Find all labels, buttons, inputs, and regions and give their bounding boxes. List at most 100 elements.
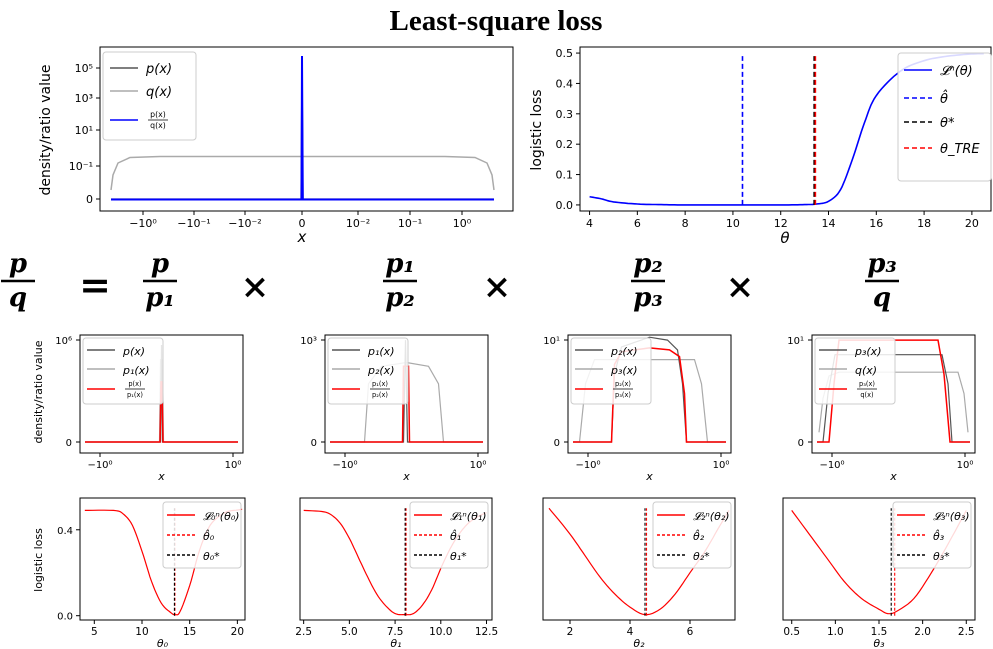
- frac-term-2: p₂ p₃: [631, 249, 665, 313]
- series-ratio: [111, 55, 494, 201]
- legend-ratio-label-num: p(x): [150, 110, 166, 119]
- figure-title: Least-square loss: [390, 5, 603, 37]
- legend-1-a-label: p₁(x): [367, 345, 395, 358]
- x-tick-label: 4: [586, 217, 593, 230]
- x-tick-label: 20: [231, 626, 244, 638]
- times-sign-2: ×: [726, 267, 755, 307]
- legend: 𝓛₁ⁿ(θ₁) θ̂₁ θ₁*: [409, 501, 489, 569]
- legend-2-b-label: p₃(x): [610, 364, 638, 377]
- chart-bottom-2: 2 4 6 θ₂ 𝓛₂ⁿ(θ₂) θ̂₂ θ₂*: [542, 497, 736, 649]
- x-tick-label: 10.0: [429, 626, 452, 638]
- x-tick-label: 5: [91, 626, 98, 638]
- axes-frame: [542, 497, 736, 621]
- x-tick-label: 10⁰: [470, 460, 487, 471]
- y-tick-label: 0: [66, 438, 72, 449]
- x-tick-label: 12.5: [475, 626, 498, 638]
- x-axis-label: x: [889, 470, 897, 483]
- frac-term-1: p₁ p₂: [383, 249, 417, 313]
- legend-0-ratio-label-num: p(x): [128, 380, 141, 388]
- y-tick-label: 0.1: [556, 169, 574, 182]
- legend-2-ratio-label-num: p₂(x): [615, 380, 631, 388]
- legend: 𝓛₃ⁿ(θ₃) θ̂₃ θ₃*: [892, 501, 972, 569]
- y-tick-label: 10¹: [543, 336, 560, 347]
- legend: p(x) q(x) p(x) q(x): [102, 51, 197, 141]
- x-tick-label: 1.0: [827, 626, 844, 638]
- y-tick-label: 0.3: [556, 108, 574, 121]
- x-axis-label: x: [645, 470, 653, 483]
- legend-1-ratio-label-den: p₂(x): [372, 391, 388, 399]
- x-tick-label: 16: [869, 217, 883, 230]
- x-tick-label: 6: [687, 626, 694, 638]
- legend-box: [892, 501, 972, 569]
- legend-3-ratio-label-num: p₃(x): [859, 380, 875, 388]
- legend-ratio-label-den: q(x): [150, 121, 166, 130]
- y-tick-label: 0: [311, 438, 317, 449]
- y-tick-label: 10⁵: [75, 62, 93, 75]
- frac-term-0-numerator: p: [151, 249, 169, 279]
- legend-b2-hat-label: θ̂₂: [693, 529, 705, 543]
- chart-mid-3: 0 10¹ −10⁰ 10⁰ x p₃(x) q(x) p₃(x) q(x): [787, 334, 976, 483]
- legend-3-ratio-label-den: q(x): [860, 391, 873, 399]
- legend-3-a-label: p₃(x): [854, 345, 882, 358]
- x-tick-label: 2.5: [958, 626, 975, 638]
- legend-theta-star-label: θ*: [940, 116, 955, 131]
- x-tick-label: 10⁰: [957, 460, 974, 471]
- legend: 𝓛ⁿ(θ) θ̂ θ* θ_TRE: [897, 52, 992, 182]
- legend-0-b-label: p₁(x): [122, 364, 150, 377]
- plots-container: 0 10⁻¹ 10¹ 10³ 10⁵ −10⁰ −10⁻¹ −10⁻² 0 10⁻² 10⁻¹ 10⁰…: [32, 46, 992, 649]
- x-tick-label: −10⁰: [575, 460, 600, 471]
- x-tick-label: 2.5: [295, 626, 312, 638]
- legend-b1-star-label: θ₁*: [450, 550, 467, 563]
- x-tick-label: 2: [567, 626, 574, 638]
- x-tick-label: −10⁰: [87, 460, 112, 471]
- x-axis-label: θ₃: [873, 637, 885, 649]
- legend-b0-hat-label: θ̂₀: [203, 529, 215, 543]
- x-tick-label: 14: [822, 217, 836, 230]
- y-tick-label: 10⁶: [55, 336, 72, 347]
- frac-term-3-numerator: p₃: [867, 249, 897, 279]
- legend-q-label: q(x): [146, 85, 172, 100]
- chart-top-right: 0.0 0.1 0.2 0.3 0.4 0.5 4 6 8 10 12 14 16 18 20 θ logist…: [529, 46, 992, 247]
- y-tick-label: 10¹: [75, 124, 93, 137]
- x-tick-label: 15: [183, 626, 196, 638]
- y-tick-label: 0.2: [556, 138, 574, 151]
- x-tick-label: 20: [965, 217, 979, 230]
- chart-top-left: 0 10⁻¹ 10¹ 10³ 10⁵ −10⁰ −10⁻¹ −10⁻² 0 10⁻² 10⁻¹ 10⁰…: [38, 46, 514, 246]
- legend: p₂(x) p₃(x) p₂(x) p₃(x): [570, 337, 652, 405]
- frac-term-1-denominator: p₂: [385, 283, 415, 313]
- x-tick-label: 12: [774, 217, 788, 230]
- y-tick-label: 0.4: [556, 77, 574, 90]
- y-axis-label: density/ratio value: [32, 340, 45, 443]
- x-tick-label: 18: [917, 217, 931, 230]
- y-axis-label: logistic loss: [32, 528, 45, 592]
- legend-3-b-label: q(x): [855, 364, 877, 377]
- x-tick-label: 10: [135, 626, 148, 638]
- legend-1-b-label: p₂(x): [367, 364, 395, 377]
- legend-b3-loss-label: 𝓛₃ⁿ(θ₃): [933, 510, 970, 523]
- x-tick-label: 10⁻¹: [398, 217, 422, 230]
- frac-term-1-numerator: p₁: [385, 249, 415, 279]
- legend-2-ratio-label-den: p₃(x): [615, 391, 631, 399]
- y-tick-label: 10¹: [787, 336, 804, 347]
- frac-term-2-denominator: p₃: [633, 283, 663, 313]
- y-axis-label: density/ratio value: [38, 64, 54, 195]
- y-tick-label: 0: [798, 438, 804, 449]
- times-sign-1: ×: [483, 267, 512, 307]
- legend-b0-loss-label: 𝓛₀ⁿ(θ₀): [203, 510, 240, 523]
- x-axis-label: x: [402, 470, 410, 483]
- equals-sign: =: [79, 262, 111, 307]
- x-axis-label: x: [297, 228, 307, 246]
- legend-box: [409, 501, 489, 569]
- axes-frame: [811, 334, 976, 454]
- legend-b0-star-label: θ₀*: [203, 550, 220, 563]
- legend-box: [897, 52, 992, 182]
- legend-b1-loss-label: 𝓛₁ⁿ(θ₁): [450, 510, 487, 523]
- legend: 𝓛₂ⁿ(θ₂) θ̂₂ θ₂*: [652, 501, 732, 569]
- chart-bottom-3: 0.5 1.0 1.5 2.0 2.5 θ₃ 𝓛₃ⁿ(θ₃) θ̂₃ θ₃*: [782, 497, 976, 649]
- x-axis-label: θ₁: [390, 637, 401, 649]
- legend-1-ratio-label-num: p₁(x): [372, 380, 388, 388]
- times-sign-0: ×: [241, 267, 270, 307]
- legend-theta-tre-label: θ_TRE: [940, 142, 980, 157]
